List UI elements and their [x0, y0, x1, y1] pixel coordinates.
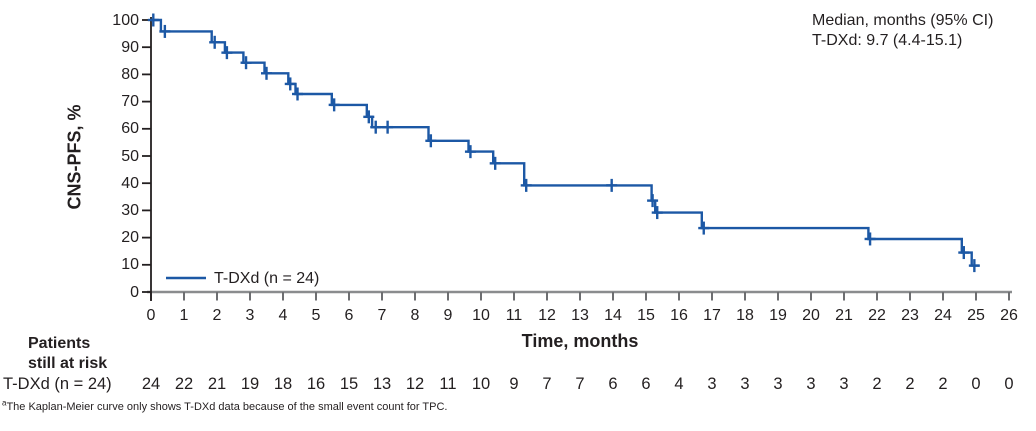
risk-value: 16: [306, 375, 326, 393]
x-tick-label: 11: [505, 307, 523, 324]
x-tick-label: 2: [212, 307, 222, 324]
x-tick-label: 15: [637, 307, 655, 324]
risk-value: 11: [439, 375, 457, 393]
risk-header-line2: still at risk: [28, 354, 108, 372]
x-tick-label: 7: [377, 307, 387, 324]
km-curve: [151, 18, 980, 267]
median-annotation-title: Median, months (95% CI): [812, 12, 994, 29]
censor-marks: [147, 13, 980, 273]
risk-values-row: 24 22 21 19 18 16 15 13 12 11 10 9 7 7 6 6 4 3 3 3 3 3 2 2 2 0 0: [0, 375, 1036, 395]
risk-value: 12: [405, 375, 425, 393]
risk-header-line1: Patients: [28, 335, 91, 352]
footnote-superscript: a: [2, 398, 7, 408]
x-tick-label: 5: [311, 307, 321, 324]
risk-value: 3: [707, 375, 717, 393]
risk-value: 6: [608, 375, 618, 393]
x-tick-label: 13: [571, 307, 589, 324]
footnote: aThe Kaplan-Meier curve only shows T-DXd…: [2, 398, 448, 413]
x-tick-label: 19: [769, 307, 787, 324]
risk-value: 15: [339, 375, 359, 393]
risk-value: 10: [471, 375, 491, 393]
x-tick-label: 9: [443, 307, 453, 324]
risk-value: 9: [509, 375, 519, 393]
x-tick-label: 24: [934, 307, 952, 324]
x-tick-label: 10: [472, 307, 490, 324]
x-tick-label: 3: [245, 307, 255, 324]
x-tick-label: 25: [967, 307, 985, 324]
risk-table-header: Patients still at risk: [28, 334, 107, 373]
x-tick-label: 20: [802, 307, 820, 324]
risk-value: 19: [240, 375, 260, 393]
x-tick-label: 22: [868, 307, 886, 324]
risk-value: 22: [174, 375, 194, 393]
risk-value: 6: [641, 375, 651, 393]
risk-value: 4: [674, 375, 684, 393]
risk-value: 3: [773, 375, 783, 393]
risk-row-label: T-DXd (n = 24): [3, 375, 112, 393]
risk-value: 3: [806, 375, 816, 393]
legend-label: T-DXd (n = 24): [214, 270, 320, 287]
x-tick-label: 6: [344, 307, 354, 324]
median-annotation-value: T-DXd: 9.7 (4.4-15.1): [812, 31, 963, 49]
x-tick-label: 16: [670, 307, 688, 324]
risk-value: 3: [740, 375, 750, 393]
y-axis-title: CNS-PFS, %: [64, 104, 85, 210]
x-tick-label: 0: [146, 307, 156, 324]
risk-value: 24: [141, 375, 161, 393]
x-tick-label: 26: [1000, 307, 1018, 324]
risk-value: 2: [905, 375, 915, 393]
x-tick-label: 21: [835, 307, 853, 324]
x-axis-title: Time, months: [521, 331, 639, 351]
x-tick-label: 14: [604, 307, 622, 324]
x-tick-label: 4: [278, 307, 288, 324]
risk-value: 13: [372, 375, 392, 393]
x-tick-label: 8: [410, 307, 420, 324]
x-tick-label: 1: [179, 307, 189, 324]
risk-value: 7: [575, 375, 585, 393]
x-axis-tick-labels: 0 1 2 3 4 5 6 7 8 9 10 11 12 13 14 15 16 17 18 19 20 21 22 23 24…: [0, 306, 1036, 326]
x-tick-label: 17: [703, 307, 721, 324]
risk-value: 7: [542, 375, 552, 393]
median-annotation: Median, months (95% CI) T-DXd: 9.7 (4.4-…: [812, 11, 993, 50]
x-tick-label: 12: [538, 307, 556, 324]
risk-value: 21: [207, 375, 227, 393]
risk-value: 0: [1004, 375, 1014, 393]
risk-value: 3: [839, 375, 849, 393]
risk-value: 2: [938, 375, 948, 393]
x-tick-label: 18: [736, 307, 754, 324]
risk-value: 2: [872, 375, 882, 393]
x-axis-ticks: [150, 292, 1010, 301]
risk-value: 18: [273, 375, 293, 393]
y-axis-ticks: [142, 19, 151, 293]
footnote-text: The Kaplan-Meier curve only shows T-DXd …: [6, 401, 448, 413]
x-tick-label: 23: [901, 307, 919, 324]
risk-value: 0: [971, 375, 981, 393]
